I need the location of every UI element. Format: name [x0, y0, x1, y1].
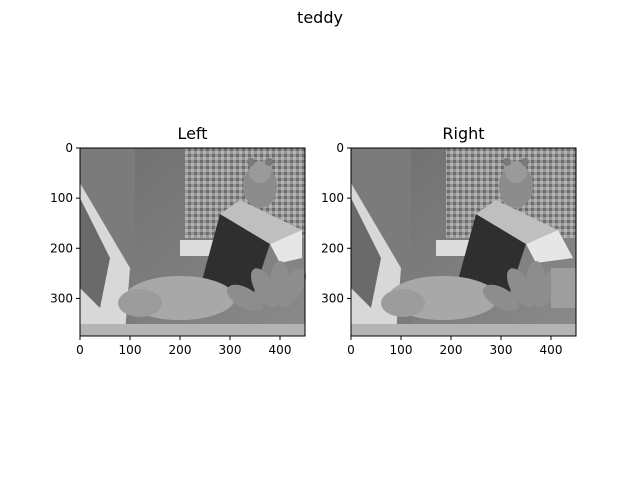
y-tick-label: 0 — [65, 141, 73, 155]
right-image — [351, 148, 576, 336]
x-tick-label: 100 — [390, 343, 413, 357]
x-tick-label: 0 — [76, 343, 84, 357]
x-tick-label: 300 — [490, 343, 513, 357]
x-tick-label: 300 — [219, 343, 242, 357]
y-tick-label: 100 — [321, 191, 344, 205]
right-axes-frame — [350, 147, 577, 337]
y-tick-label: 100 — [50, 191, 73, 205]
y-tick-label: 300 — [321, 291, 344, 305]
x-tick-label: 0 — [347, 343, 355, 357]
x-tick-label: 200 — [169, 343, 192, 357]
left-image-panel: 0 100 200 300 400 0 100 200 300 — [50, 141, 306, 357]
y-tick-label: 200 — [321, 241, 344, 255]
y-tick-label: 0 — [336, 141, 344, 155]
x-tick-label: 400 — [540, 343, 563, 357]
y-tick-label: 300 — [50, 291, 73, 305]
right-panel-title: Right — [442, 124, 485, 143]
x-tick-label: 100 — [119, 343, 142, 357]
left-panel-title: Left — [177, 124, 208, 143]
plant — [226, 261, 306, 312]
y-tick-label: 200 — [50, 241, 73, 255]
left-image — [80, 148, 306, 336]
left-axes-frame — [79, 147, 306, 337]
x-tick-label: 400 — [269, 343, 292, 357]
right-image-panel: 0 100 200 300 400 0 100 200 300 — [321, 141, 577, 357]
x-tick-label: 200 — [440, 343, 463, 357]
figure-title: teddy — [297, 8, 343, 27]
